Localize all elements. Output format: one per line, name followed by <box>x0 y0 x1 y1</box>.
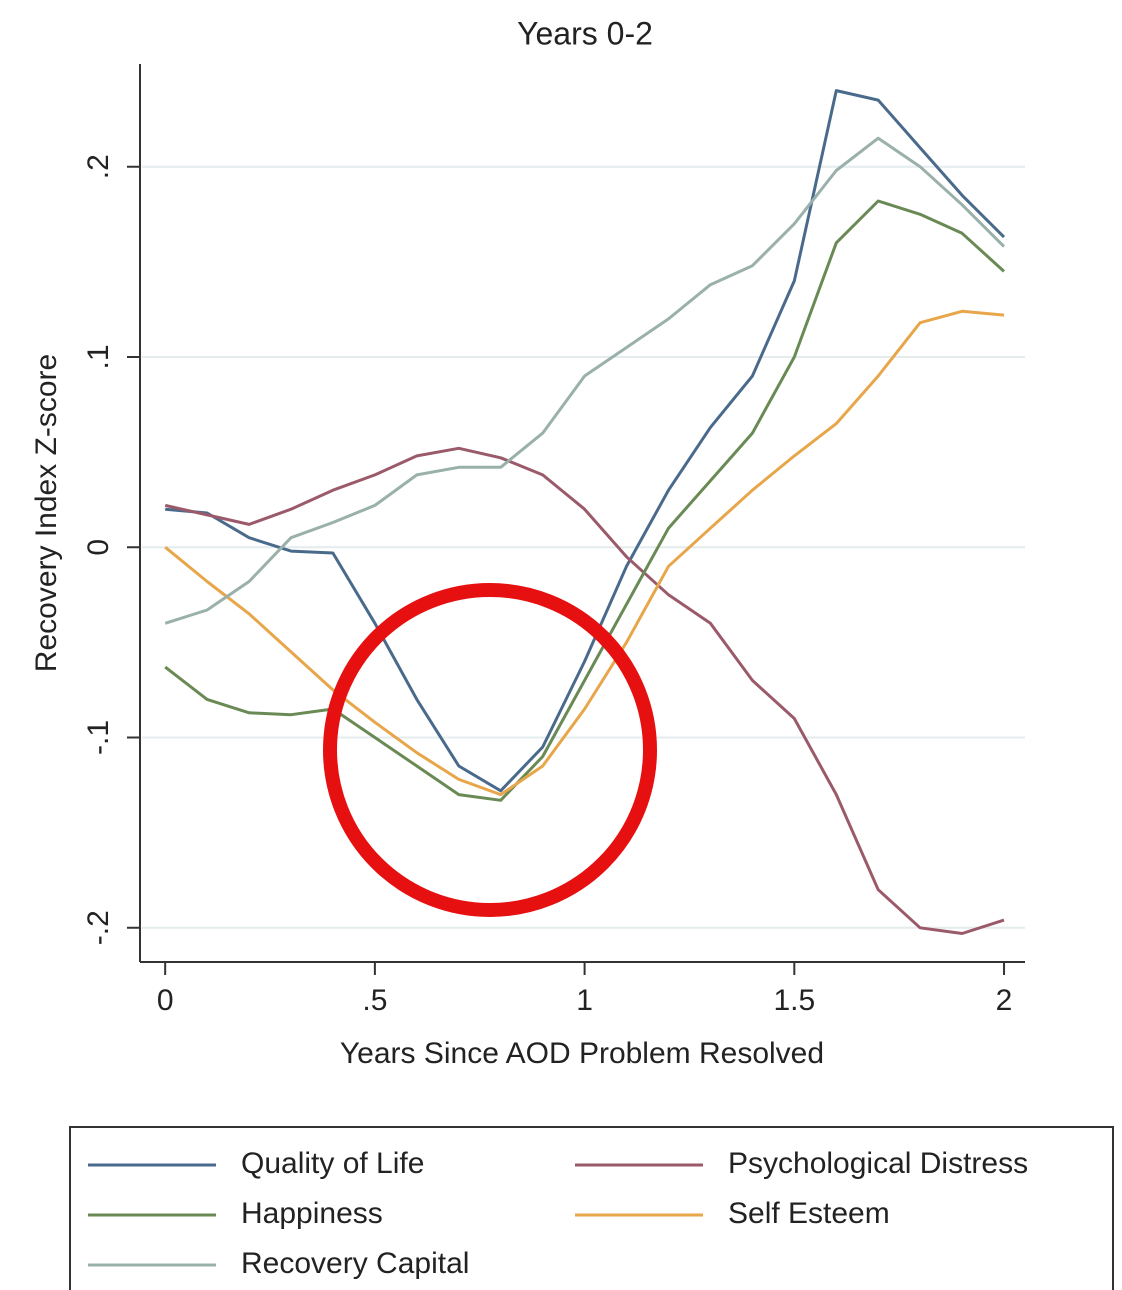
y-tick-label: .1 <box>82 344 115 369</box>
chart-title: Years 0-2 <box>517 15 653 51</box>
x-axis-label: Years Since AOD Problem Resolved <box>340 1037 824 1070</box>
legend-label: Psychological Distress <box>728 1147 1028 1180</box>
x-tick-label: 1 <box>576 984 593 1017</box>
y-tick-label: -.1 <box>82 720 115 755</box>
series-line <box>164 199 1006 802</box>
y-tick-label: .2 <box>82 154 115 179</box>
legend-label: Quality of Life <box>241 1147 424 1180</box>
series-line <box>164 136 1006 625</box>
series-line <box>164 309 1005 797</box>
series-line <box>164 446 1005 935</box>
legend-label: Happiness <box>241 1197 383 1230</box>
x-tick-label: 0 <box>157 984 174 1017</box>
legend-label: Self Esteem <box>728 1197 890 1230</box>
y-tick-label: 0 <box>82 539 115 556</box>
highlight-circle <box>323 583 657 917</box>
y-tick-label: -.2 <box>82 910 115 945</box>
series-line <box>165 89 1006 793</box>
x-tick-label: 1.5 <box>773 984 815 1017</box>
legend-label: Recovery Capital <box>241 1247 469 1280</box>
x-tick-label: 2 <box>996 984 1013 1017</box>
y-axis-label: Recovery Index Z-score <box>30 354 63 672</box>
legend-box <box>69 1126 1114 1290</box>
x-tick-label: .5 <box>362 984 387 1017</box>
